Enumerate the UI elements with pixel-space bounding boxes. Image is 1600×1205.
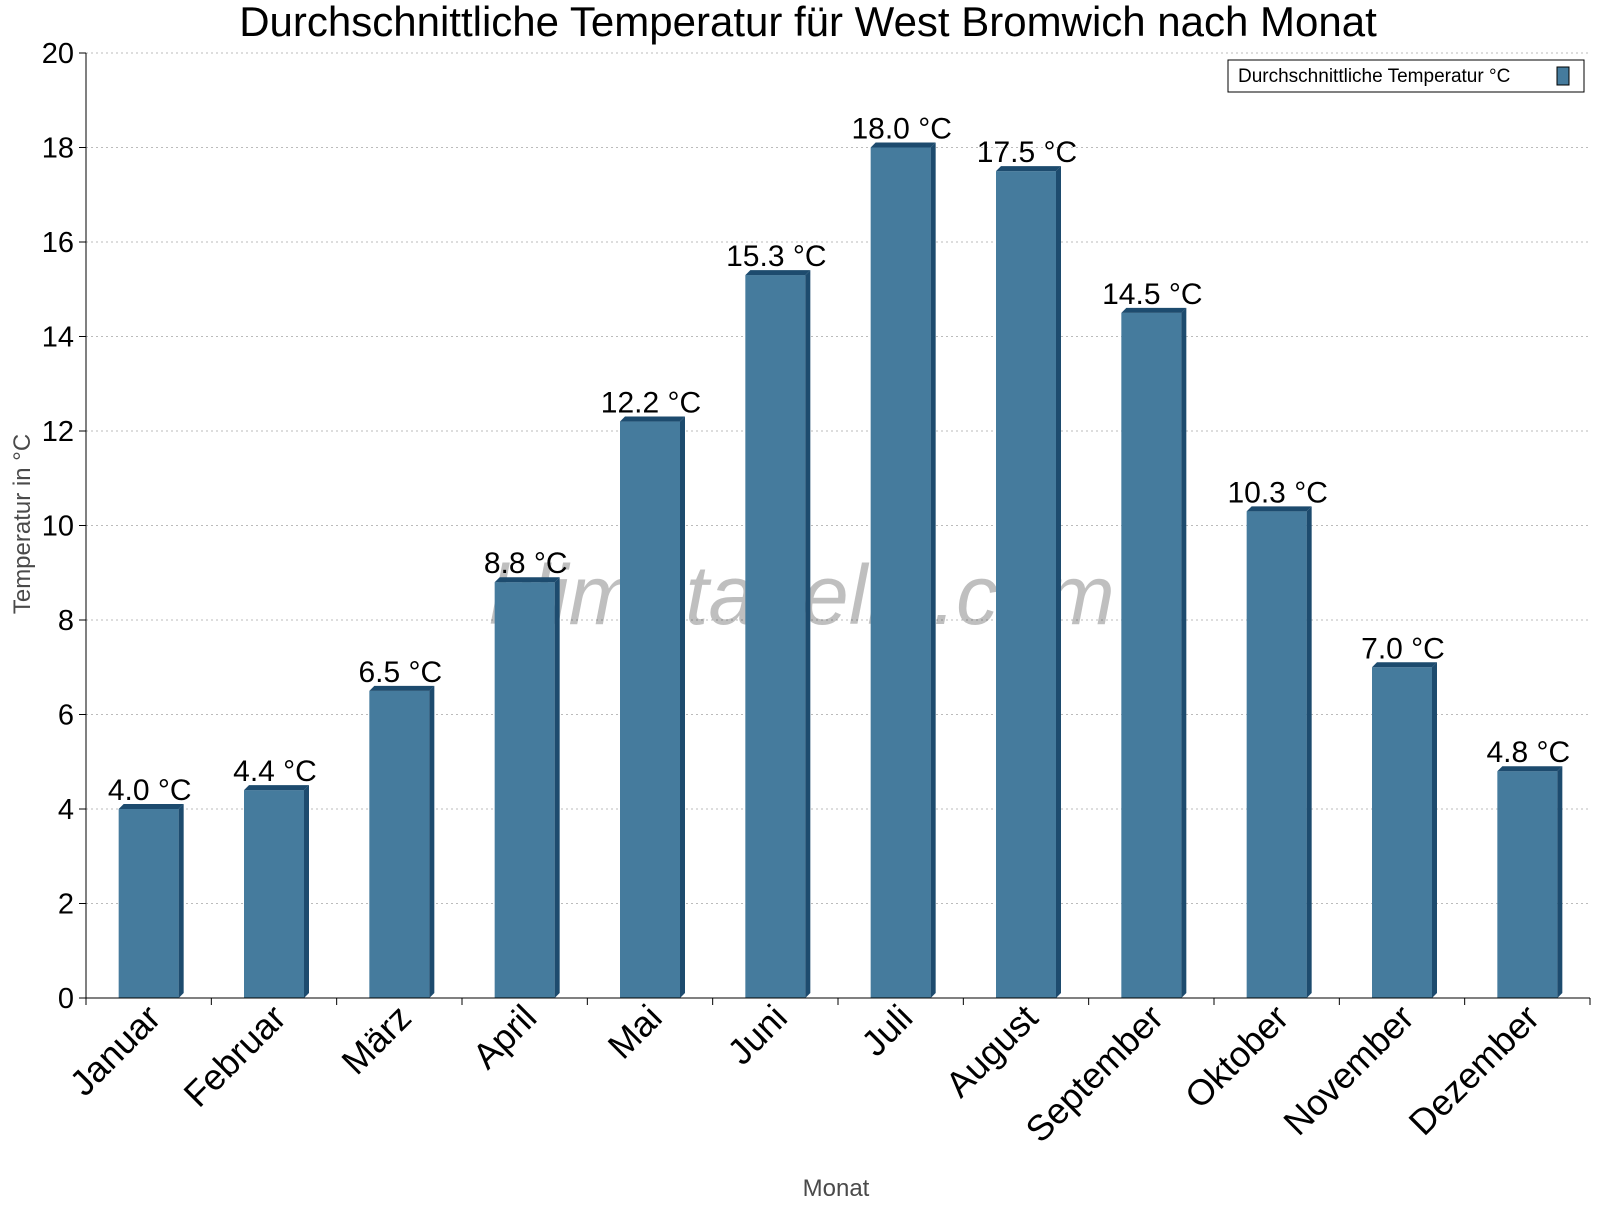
bar	[1246, 511, 1307, 998]
bar-side	[1432, 662, 1437, 998]
data-label: 7.0 °C	[1361, 632, 1445, 665]
bar	[118, 809, 179, 998]
bar-top	[1121, 307, 1187, 313]
data-label: 15.3 °C	[726, 240, 826, 273]
bar-side	[554, 577, 560, 998]
x-tick-label: September	[1017, 997, 1171, 1151]
bar	[620, 421, 680, 998]
data-label: 4.4 °C	[233, 755, 317, 788]
bars	[118, 142, 1563, 998]
data-label: 14.5 °C	[1102, 278, 1202, 311]
y-tick-label: 2	[58, 889, 74, 921]
y-tick-label: 6	[58, 700, 74, 732]
data-label: 4.0 °C	[108, 774, 192, 807]
data-label: 8.8 °C	[484, 547, 568, 580]
bar-top	[494, 577, 560, 583]
bar	[369, 690, 430, 998]
y-tick-label: 0	[58, 983, 74, 1015]
bar-top	[244, 785, 309, 791]
x-tick-label: Juni	[719, 997, 795, 1073]
x-tick-label: Juli	[853, 997, 920, 1064]
bar	[1497, 771, 1558, 998]
x-tick-label: April	[464, 997, 544, 1077]
grid-lines	[86, 52, 1590, 904]
data-label: 4.8 °C	[1486, 736, 1570, 769]
y-tick-label: 18	[42, 133, 74, 165]
x-tick-label: Februar	[176, 997, 294, 1115]
x-axis-title: Monat	[803, 1175, 870, 1200]
legend-series-swatch	[1556, 66, 1570, 86]
bar-side	[1056, 166, 1061, 998]
bar	[1372, 667, 1432, 998]
bar-top	[745, 270, 811, 276]
y-tick-label: 16	[42, 227, 74, 259]
data-label: 10.3 °C	[1227, 476, 1327, 509]
bar-side	[178, 804, 184, 998]
data-label: 18.0 °C	[851, 113, 951, 146]
bar-side	[930, 142, 936, 998]
bar-side	[429, 685, 435, 998]
bar-top	[1246, 506, 1312, 512]
x-tick-label: Oktober	[1177, 997, 1297, 1117]
bar-top	[369, 685, 435, 691]
bar-top	[620, 416, 685, 422]
x-tick-label: November	[1275, 997, 1421, 1143]
bar	[745, 275, 806, 998]
bar-side	[1557, 766, 1563, 998]
chart-title: Durchschnittliche Temperatur für West Br…	[239, 0, 1377, 45]
bar	[244, 790, 304, 998]
data-label: 12.2 °C	[601, 387, 701, 420]
bar-top	[996, 166, 1061, 172]
bar-top	[1372, 662, 1437, 668]
y-tick-label: 10	[42, 511, 74, 543]
x-tick-label: August	[937, 997, 1045, 1105]
bar	[494, 582, 555, 998]
y-tick-label: 12	[42, 416, 74, 448]
data-labels: 4.0 °C 4.4 °C 6.5 °C 8.8 °C 12.2 °C 15.3 °C 18…	[108, 113, 1570, 808]
legend: Durchschnittliche Temperatur °C	[1227, 59, 1585, 93]
x-tick-label: Januar	[61, 997, 168, 1104]
bar	[870, 147, 931, 998]
data-label: 6.5 °C	[358, 656, 442, 689]
bar-side	[805, 270, 811, 998]
y-tick-label: 20	[42, 38, 74, 70]
x-tick-label: Dezember	[1401, 997, 1547, 1143]
bar-top	[1497, 766, 1563, 772]
x-tick-label: Mai	[600, 997, 670, 1067]
y-tick-label: 8	[58, 605, 74, 637]
bar	[1121, 312, 1182, 998]
y-axis-title: Temperatur in °C	[9, 434, 36, 614]
bar-side	[1306, 506, 1312, 998]
bar-side	[1181, 307, 1187, 998]
y-tick-label: 14	[42, 322, 74, 354]
y-tick-label: 4	[58, 794, 74, 826]
bar-top	[870, 142, 936, 148]
x-tick-label: März	[333, 997, 419, 1083]
data-label: 17.5 °C	[977, 136, 1077, 169]
bar-side	[304, 785, 309, 998]
bar-side	[680, 416, 685, 998]
bar-top	[118, 804, 184, 809]
bar	[996, 171, 1056, 998]
legend-series-label: Durchschnittliche Temperatur °C	[1238, 66, 1510, 87]
legend-box	[1227, 59, 1585, 93]
